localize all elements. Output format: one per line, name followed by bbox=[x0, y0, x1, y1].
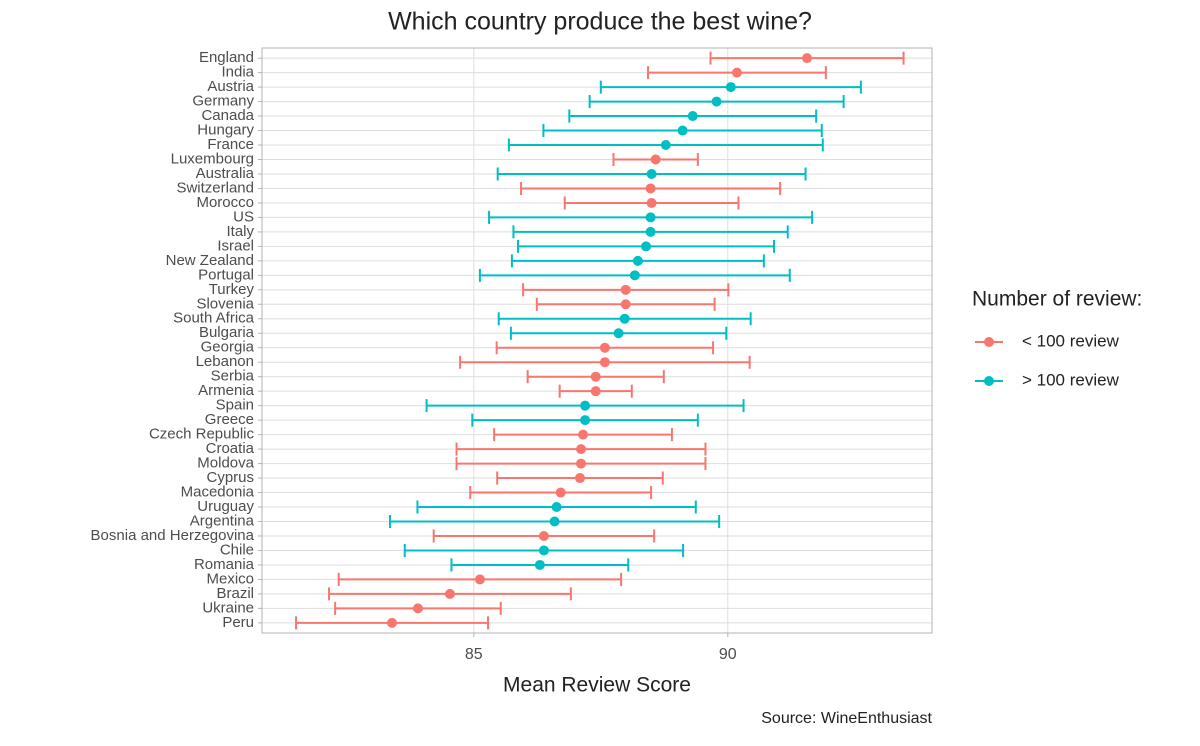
point bbox=[578, 429, 589, 440]
y-tick-label: Italy bbox=[226, 223, 254, 240]
point bbox=[646, 197, 657, 208]
y-tick-label: Morocco bbox=[196, 194, 254, 211]
point bbox=[590, 386, 601, 397]
y-tick-label: Turkey bbox=[209, 281, 255, 298]
legend-swatch bbox=[984, 376, 994, 386]
point bbox=[641, 241, 652, 252]
point bbox=[538, 545, 549, 556]
point bbox=[444, 588, 455, 599]
point bbox=[645, 226, 656, 237]
legend-label: < 100 review bbox=[1022, 331, 1120, 350]
point bbox=[687, 111, 698, 122]
y-tick-label: Chile bbox=[220, 541, 254, 558]
caption: Source: WineEnthusiast bbox=[761, 710, 932, 727]
point bbox=[575, 444, 586, 455]
point bbox=[412, 603, 423, 614]
point bbox=[580, 400, 591, 411]
point bbox=[629, 270, 640, 281]
point bbox=[575, 458, 586, 469]
point bbox=[802, 53, 813, 64]
y-tick-label: Spain bbox=[216, 397, 254, 414]
y-tick-label: Bosnia and Herzegovina bbox=[91, 527, 255, 544]
y-tick-label: New Zealand bbox=[166, 252, 254, 269]
point bbox=[660, 140, 671, 151]
point bbox=[549, 516, 560, 527]
y-tick-label: Brazil bbox=[216, 585, 254, 602]
plot-border bbox=[261, 47, 933, 634]
point bbox=[474, 574, 485, 585]
point bbox=[645, 183, 656, 194]
y-tick-label: Slovenia bbox=[196, 295, 254, 312]
point bbox=[646, 168, 657, 179]
y-tick-label: Georgia bbox=[201, 339, 255, 356]
plot-background bbox=[262, 48, 932, 633]
y-tick-label: Cyprus bbox=[206, 469, 254, 486]
chart-title: Which country produce the best wine? bbox=[388, 8, 812, 36]
x-tick-label: 85 bbox=[465, 646, 483, 663]
y-tick-label: Macedonia bbox=[181, 484, 255, 501]
y-tick-label: Peru bbox=[222, 614, 254, 631]
legend-swatch bbox=[984, 337, 994, 347]
y-tick-label: Hungary bbox=[197, 122, 254, 139]
point bbox=[731, 67, 742, 78]
point bbox=[650, 154, 661, 165]
y-tick-label: Mexico bbox=[206, 570, 254, 587]
y-tick-label: Switzerland bbox=[176, 179, 254, 196]
y-tick-label: Luxembourg bbox=[171, 150, 254, 167]
point bbox=[613, 328, 624, 339]
y-tick-label: Australia bbox=[196, 165, 255, 182]
y-tick-label: US bbox=[233, 208, 254, 225]
point bbox=[574, 473, 585, 484]
point bbox=[534, 559, 545, 570]
point bbox=[551, 502, 562, 513]
point bbox=[711, 96, 722, 107]
y-tick-label: Ukraine bbox=[202, 599, 254, 616]
point bbox=[387, 617, 398, 628]
y-tick-label: France bbox=[207, 136, 254, 153]
point bbox=[599, 342, 610, 353]
legend-title: Number of review: bbox=[972, 288, 1142, 311]
point bbox=[538, 530, 549, 541]
y-tick-label: South Africa bbox=[173, 310, 255, 327]
y-tick-label: Israel bbox=[217, 237, 254, 254]
point bbox=[620, 284, 631, 295]
y-tick-label: Croatia bbox=[206, 440, 255, 457]
y-tick-label: Czech Republic bbox=[149, 426, 255, 443]
y-tick-label: Bulgaria bbox=[199, 324, 255, 341]
y-tick-label: Germany bbox=[192, 93, 254, 110]
point bbox=[619, 313, 630, 324]
y-tick-label: Portugal bbox=[198, 266, 254, 283]
point bbox=[725, 82, 736, 93]
y-tick-label: Romania bbox=[194, 556, 255, 573]
y-tick-label: Serbia bbox=[211, 368, 255, 385]
point bbox=[580, 415, 591, 426]
legend-label: > 100 review bbox=[1022, 370, 1120, 389]
point bbox=[599, 357, 610, 368]
y-tick-label: Austria bbox=[207, 78, 254, 95]
point bbox=[555, 487, 566, 498]
y-tick-label: Canada bbox=[201, 107, 254, 124]
y-tick-label: India bbox=[221, 64, 254, 81]
y-tick-label: Armenia bbox=[198, 382, 255, 399]
y-tick-label: England bbox=[199, 49, 254, 66]
x-axis-title: Mean Review Score bbox=[503, 674, 691, 697]
y-tick-label: Argentina bbox=[190, 512, 255, 529]
point bbox=[590, 371, 601, 382]
x-tick-label: 90 bbox=[719, 646, 737, 663]
point bbox=[677, 125, 688, 136]
y-tick-label: Lebanon bbox=[196, 353, 254, 370]
y-tick-label: Greece bbox=[205, 411, 254, 428]
point bbox=[645, 212, 656, 223]
y-tick-label: Moldova bbox=[197, 455, 254, 472]
y-tick-label: Uruguay bbox=[197, 498, 254, 515]
point bbox=[620, 299, 631, 310]
point bbox=[632, 255, 643, 266]
